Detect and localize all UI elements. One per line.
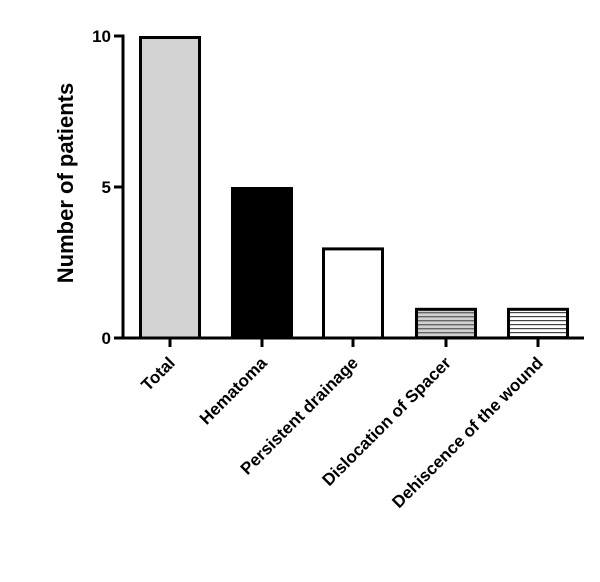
x-category-label: Hematoma bbox=[196, 353, 271, 428]
y-tick-label: 5 bbox=[102, 178, 111, 197]
bar-dehiscence-of-the-wound bbox=[507, 307, 569, 340]
y-tick-label: 0 bbox=[102, 329, 111, 348]
bar-persistent-drainage bbox=[322, 247, 384, 340]
x-category-label: Dehiscence of the wound bbox=[388, 353, 546, 511]
y-tick-label: 10 bbox=[92, 27, 111, 46]
y-axis-title: Number of patients bbox=[53, 83, 78, 283]
x-category-label: Total bbox=[138, 353, 179, 394]
bar-dislocation-of-spacer bbox=[415, 307, 477, 340]
bar-hematoma bbox=[231, 187, 293, 340]
bars bbox=[139, 36, 569, 340]
bar-total bbox=[139, 36, 201, 340]
axes bbox=[121, 34, 584, 340]
y-axis-ticks: 0 5 10 bbox=[92, 27, 123, 348]
